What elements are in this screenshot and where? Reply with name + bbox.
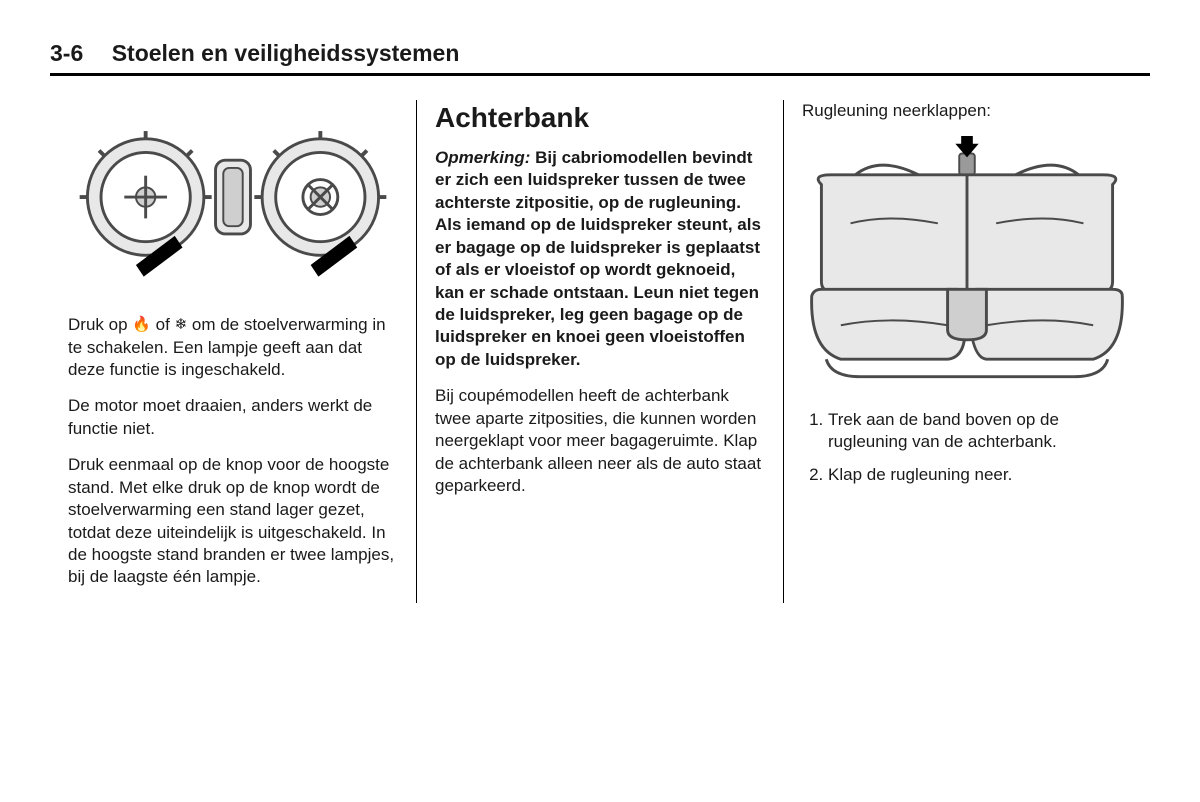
col3-intro: Rugleuning neerklappen: xyxy=(802,100,1132,122)
heat-icon: 🔥 xyxy=(132,316,151,333)
col1-paragraph-2: De motor moet draaien, anders werkt de f… xyxy=(68,395,398,440)
notice-lead: Opmerking: xyxy=(435,148,530,167)
figure-rear-seat xyxy=(802,136,1132,388)
col1-paragraph-3: Druk eenmaal op de knop voor de hoogste … xyxy=(68,454,398,589)
column-2: Achterbank Opmerking: Bij cabriomodellen… xyxy=(416,100,783,603)
chapter-title: Stoelen en veiligheidssystemen xyxy=(112,40,460,66)
cool-icon: ❄ xyxy=(175,316,188,333)
content-columns: Druk op 🔥 of ❄ om de stoelverwar­ming in… xyxy=(50,100,1150,603)
dials-illustration xyxy=(68,100,398,294)
column-3: Rugleuning neerklappen: xyxy=(783,100,1150,603)
page-header: 3-6 Stoelen en veiligheidssystemen xyxy=(50,40,1150,76)
col1-paragraph-1: Druk op 🔥 of ❄ om de stoelverwar­ming in… xyxy=(68,314,398,381)
text-fragment: of xyxy=(151,315,175,334)
section-heading-achterbank: Achterbank xyxy=(435,100,765,137)
page-number: 3-6 xyxy=(50,40,83,66)
step-1: Trek aan de band boven op de rugleuning … xyxy=(828,409,1132,454)
steps-list: Trek aan de band boven op de rugleuning … xyxy=(802,409,1132,486)
text-fragment: Druk op xyxy=(68,315,132,334)
notice-paragraph: Opmerking: Bij cabriomodellen bevindt er… xyxy=(435,147,765,371)
step-2: Klap de rugleuning neer. xyxy=(828,464,1132,486)
notice-body: Bij cabriomodellen bevindt er zich een l… xyxy=(435,148,761,369)
manual-page: 3-6 Stoelen en veiligheidssystemen xyxy=(0,0,1200,802)
rear-seat-illustration xyxy=(802,136,1132,388)
col2-paragraph-2: Bij coupémodellen heeft de achter­bank t… xyxy=(435,385,765,497)
figure-seat-heating-dials xyxy=(68,100,398,294)
column-1: Druk op 🔥 of ❄ om de stoelverwar­ming in… xyxy=(50,100,416,603)
